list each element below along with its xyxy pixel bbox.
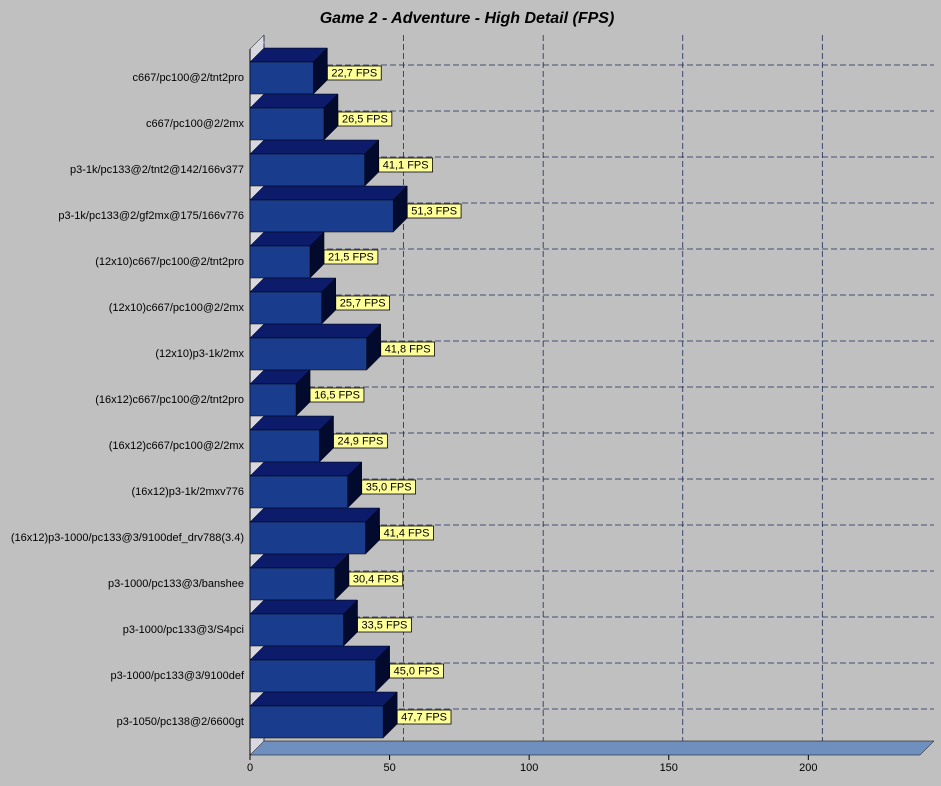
bar xyxy=(249,291,322,325)
y-tick-label: (12x10)p3-1k/2mx xyxy=(155,348,244,360)
y-tick-label: p3-1k/pc133@2/tnt2@142/166v377 xyxy=(70,164,244,176)
bar xyxy=(249,613,344,647)
value-label: 16,5 FPS xyxy=(314,389,360,401)
bar xyxy=(249,153,365,187)
bar-top xyxy=(249,185,408,201)
chart-title: Game 2 - Adventure - High Detail (FPS) xyxy=(320,10,615,27)
value-label-box xyxy=(337,111,393,127)
x-tick-label: 0 xyxy=(247,762,253,774)
bar xyxy=(249,521,366,555)
value-label-box xyxy=(326,65,382,81)
bar-top xyxy=(249,691,398,707)
bar xyxy=(249,659,376,693)
bar-top xyxy=(249,139,380,155)
bar-top xyxy=(249,507,381,523)
value-label-box xyxy=(309,387,365,403)
bar xyxy=(249,337,367,371)
value-label-box xyxy=(378,157,433,173)
x-tick-label: 50 xyxy=(383,762,395,774)
y-tick-label: (12x10)c667/pc100@2/2mx xyxy=(109,302,245,314)
value-label: 21,5 FPS xyxy=(328,251,374,263)
bar xyxy=(249,107,325,141)
y-tick-label: (12x10)c667/pc100@2/tnt2pro xyxy=(95,256,244,268)
bar-top xyxy=(249,93,339,109)
x-tick-label: 150 xyxy=(660,762,678,774)
bar xyxy=(249,429,320,463)
bar-top xyxy=(249,553,350,569)
bar-top xyxy=(249,415,335,431)
y-tick-label: p3-1000/pc133@3/banshee xyxy=(108,578,244,590)
value-label: 41,1 FPS xyxy=(383,159,429,171)
y-tick-label: (16x12)p3-1k/2mxv776 xyxy=(131,486,244,498)
value-label-box xyxy=(380,341,435,357)
value-label: 25,7 FPS xyxy=(340,297,386,309)
y-tick-label: p3-1050/pc138@2/6600gt xyxy=(117,716,244,728)
value-label-box xyxy=(379,525,434,541)
floor xyxy=(249,740,935,756)
value-label-box xyxy=(323,249,379,265)
bar-top xyxy=(249,323,382,339)
bar-top xyxy=(249,277,337,293)
y-tick-label: p3-1000/pc133@3/9100def xyxy=(111,670,245,682)
value-label-box xyxy=(389,663,444,679)
bar xyxy=(249,61,314,95)
value-label: 41,4 FPS xyxy=(384,527,430,539)
value-label-box xyxy=(396,709,452,725)
value-label-box xyxy=(361,479,416,495)
x-tick-label: 100 xyxy=(520,762,538,774)
value-label: 33,5 FPS xyxy=(362,619,408,631)
value-label-box xyxy=(333,433,388,449)
bar xyxy=(249,475,348,509)
x-tick-label: 200 xyxy=(799,762,817,774)
y-tick-label: c667/pc100@2/2mx xyxy=(146,118,245,130)
value-label: 30,4 FPS xyxy=(353,573,399,585)
bar-top xyxy=(249,645,391,661)
y-tick-label: (16x12)p3-1000/pc133@3/9100def_drv788(3.… xyxy=(11,532,244,544)
y-tick-label: (16x12)c667/pc100@2/tnt2pro xyxy=(95,394,244,406)
bar xyxy=(249,245,311,279)
bar-top xyxy=(249,461,363,477)
value-label: 22,7 FPS xyxy=(331,67,377,79)
bar xyxy=(249,567,336,601)
bar-top xyxy=(249,599,359,615)
y-tick-label: p3-1000/pc133@3/S4pci xyxy=(123,624,244,636)
value-label: 45,0 FPS xyxy=(394,665,440,677)
bar xyxy=(249,383,297,417)
value-label: 41,8 FPS xyxy=(385,343,431,355)
bar xyxy=(249,705,384,739)
value-label: 26,5 FPS xyxy=(342,113,388,125)
y-tick-label: p3-1k/pc133@2/gf2mx@175/166v776 xyxy=(58,210,244,222)
y-tick-label: c667/pc100@2/tnt2pro xyxy=(133,72,244,84)
value-label-box xyxy=(406,203,462,219)
y-tick-label: (16x12)c667/pc100@2/2mx xyxy=(109,440,245,452)
bar xyxy=(249,199,394,233)
value-label: 51,3 FPS xyxy=(411,205,457,217)
value-label: 47,7 FPS xyxy=(401,711,447,723)
value-label-box xyxy=(348,571,404,587)
value-label-box xyxy=(335,295,391,311)
value-label: 35,0 FPS xyxy=(366,481,412,493)
value-label-box xyxy=(357,617,412,633)
value-label: 24,9 FPS xyxy=(338,435,384,447)
